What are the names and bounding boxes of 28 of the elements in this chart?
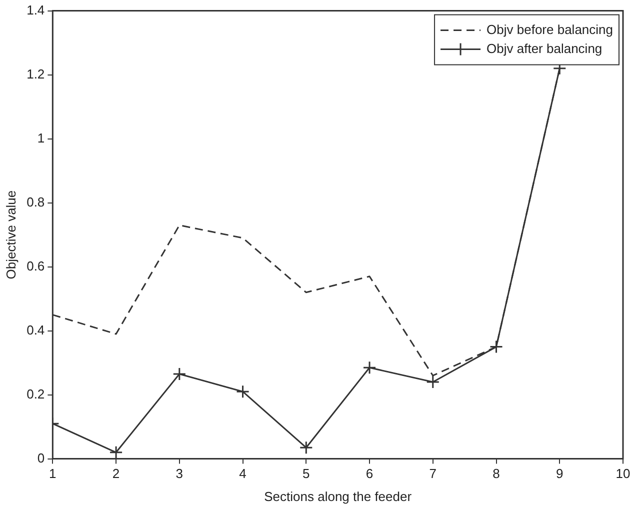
x-tick-label: 8 — [492, 466, 500, 482]
point — [172, 367, 186, 381]
point — [299, 440, 313, 454]
x-tick-label: 9 — [556, 466, 564, 482]
y-tick-label: 1.4 — [26, 2, 45, 18]
y-tick-label: 0.2 — [26, 386, 45, 402]
x-tick-label: 1 — [49, 466, 56, 482]
point — [426, 375, 440, 389]
x-tick-label: 7 — [429, 466, 437, 482]
point — [490, 340, 504, 354]
x-axis-title: Sections along the feeder — [264, 488, 412, 504]
y-tick-label: 1 — [37, 130, 45, 146]
x-tick-label: 10 — [616, 466, 630, 482]
legend-label: Objv after balancing — [486, 40, 602, 56]
x-tick-label: 3 — [176, 466, 184, 482]
y-tick-label: 0.6 — [26, 258, 45, 274]
x-tick-label: 6 — [366, 466, 374, 482]
legend-label: Objv before balancing — [486, 22, 614, 37]
y-tick-label: 0.4 — [26, 322, 45, 338]
x-tick-label: 2 — [112, 466, 120, 482]
point — [236, 384, 250, 398]
point — [362, 360, 376, 374]
x-tick-label: 5 — [302, 466, 310, 482]
y-tick-label: 0 — [37, 450, 45, 466]
y-tick-label: 0.8 — [26, 194, 45, 210]
y-axis-title: Objective value — [3, 190, 18, 280]
x-tick-label: 4 — [239, 466, 246, 482]
y-tick-label: 1.2 — [26, 66, 45, 82]
